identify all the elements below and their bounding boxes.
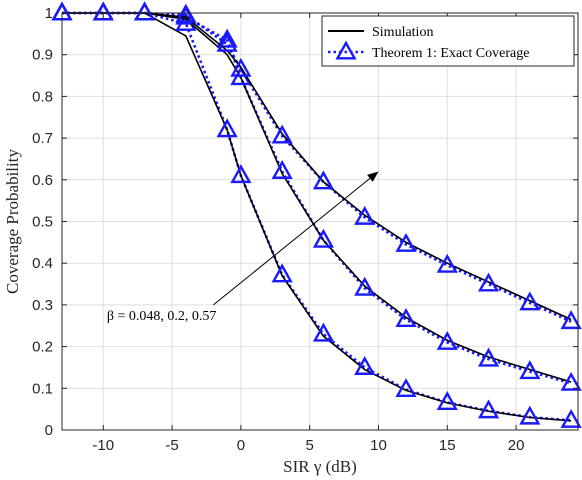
theorem-point: [519, 360, 541, 380]
theorem-point: [354, 276, 376, 296]
x-tick-label: -5: [165, 437, 178, 454]
legend-theorem-label: Theorem 1: Exact Coverage: [372, 46, 529, 61]
x-tick-label: 20: [508, 437, 525, 454]
theorem-point: [436, 391, 458, 410]
y-tick-label: 0.4: [32, 255, 53, 272]
theorem-point: [519, 405, 541, 425]
theorem-point: [395, 308, 417, 327]
theorem-point: [133, 1, 156, 21]
x-tick-label: -10: [92, 437, 114, 454]
x-tick-label: 15: [439, 437, 456, 454]
theorem-point: [560, 310, 582, 330]
y-tick-label: 0.7: [32, 130, 53, 147]
theorem-point: [477, 347, 500, 367]
series-layer: [51, 1, 582, 428]
theorem-point: [354, 205, 376, 225]
annotation: β = 0.048, 0.2, 0.57: [107, 171, 379, 324]
theorem-point: [354, 355, 376, 375]
y-tick-label: 0.2: [32, 339, 53, 356]
y-tick-label: 1: [45, 5, 53, 22]
y-axis-title: Coverage Probability: [3, 149, 22, 294]
y-tick-label: 0.9: [32, 47, 53, 64]
theorem-point: [477, 399, 500, 419]
legend-theorem-marker: [335, 40, 357, 60]
annotation-label: β = 0.048, 0.2, 0.57: [107, 309, 217, 324]
y-tick-label: 0.8: [32, 88, 53, 105]
theorem-point: [271, 124, 293, 144]
theorem-point: [312, 170, 335, 190]
theorem-point: [519, 291, 541, 311]
theorem-point: [436, 253, 458, 273]
theorem-point: [271, 263, 293, 283]
x-axis-title: SIR γ (dB): [283, 457, 357, 476]
simulation-line-2: [62, 12, 572, 321]
theorem-point: [477, 272, 500, 292]
y-tick-label: 0.3: [32, 297, 53, 314]
y-tick-label: 0.5: [32, 214, 53, 231]
theorem-point: [436, 330, 458, 350]
theorem-point: [395, 378, 417, 398]
theorem-point: [395, 232, 417, 252]
legend-simulation-label: Simulation: [372, 25, 433, 40]
y-tick-label: 0: [45, 422, 53, 439]
theorem-point: [230, 164, 252, 184]
legend-box: [321, 15, 575, 67]
theorem-point: [216, 118, 238, 138]
annotation-arrowhead: [367, 171, 379, 182]
theorem-point: [92, 1, 114, 21]
x-tick-label: 0: [237, 437, 245, 454]
theorem-point: [312, 228, 335, 248]
theorem-point: [271, 160, 293, 179]
theorem-point: [312, 322, 335, 342]
tick-layer: -10 -5 0 5 10 15 20 0 0.1 0.2 0.3 0.4 0.5 0.6 0.7 0.8 0.…: [32, 5, 578, 454]
annotation-arrow: [213, 177, 371, 306]
x-tick-label: 5: [306, 437, 314, 454]
theorem-point: [216, 32, 238, 52]
x-tick-label: 10: [370, 437, 387, 454]
theorem-point: [230, 57, 252, 77]
y-tick-label: 0.6: [32, 172, 53, 189]
theorem-point: [560, 408, 582, 428]
legend: Simulation Theorem 1: Exact Coverage: [321, 15, 575, 67]
theorem-point: [560, 371, 582, 391]
y-tick-label: 0.1: [32, 380, 53, 397]
theorem-point: [175, 3, 197, 23]
